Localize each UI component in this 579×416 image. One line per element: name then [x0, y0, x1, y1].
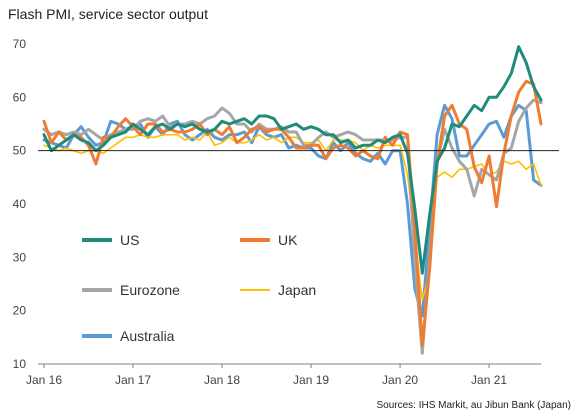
y-tick-label: 10	[13, 357, 27, 371]
series-line-japan	[43, 131, 542, 301]
legend-label-japan: Japan	[278, 282, 316, 298]
legend-label-us: US	[120, 232, 139, 248]
y-tick-label: 60	[13, 90, 27, 104]
x-tick-label: Jan 18	[204, 373, 240, 387]
legend-label-eurozone: Eurozone	[120, 282, 180, 298]
series-line-uk	[42, 79, 543, 347]
y-tick-label: 20	[13, 304, 27, 318]
source-note: Sources: IHS Markit, au Jibun Bank (Japa…	[376, 400, 571, 411]
x-tick-label: Jan 17	[115, 373, 151, 387]
y-tick-label: 50	[13, 144, 27, 158]
y-tick-label: 30	[13, 250, 27, 264]
y-tick-label: 70	[13, 37, 27, 51]
series-line-us	[42, 45, 543, 275]
x-tick-label: Jan 19	[293, 373, 329, 387]
legend-label-uk: UK	[278, 232, 298, 248]
x-tick-label: Jan 20	[382, 373, 418, 387]
y-tick-label: 40	[13, 197, 27, 211]
x-tick-label: Jan 16	[26, 373, 62, 387]
x-tick-label: Jan 21	[471, 373, 507, 387]
chart-title: Flash PMI, service sector output	[8, 6, 208, 22]
legend-label-australia: Australia	[120, 328, 175, 344]
